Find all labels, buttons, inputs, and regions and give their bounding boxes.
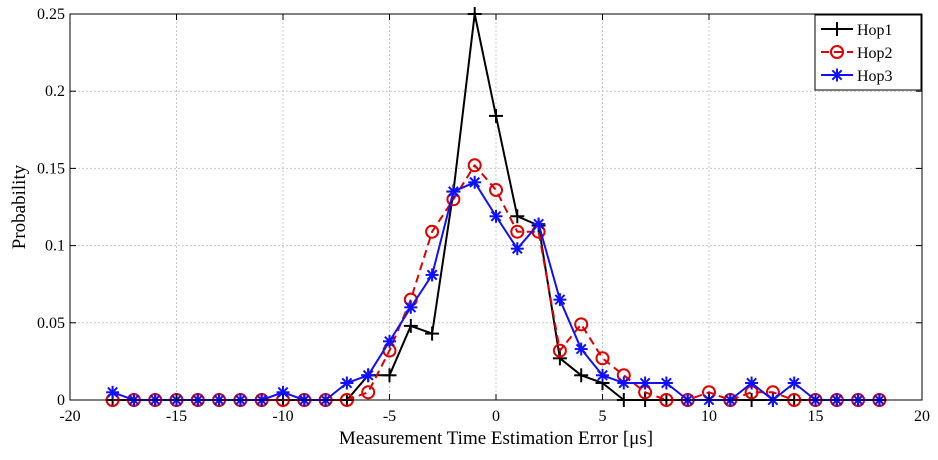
y-tick-label: 0.05: [37, 315, 65, 332]
data-point-hop2: [595, 351, 610, 366]
y-tick-label: 0.25: [37, 6, 65, 23]
data-point-hop3: [659, 376, 673, 390]
x-tick-label: -15: [166, 408, 187, 425]
grid: [70, 14, 922, 400]
x-tick-label: 15: [808, 408, 824, 425]
legend-label-hop3: Hop3: [857, 68, 893, 85]
data-point-hop3: [106, 385, 120, 399]
data-point-hop2: [467, 158, 482, 173]
axes: -20 -15 -10 -5 0 5 10 15 20 0 0.05 0.1 0.15 0.2 0.25: [37, 6, 930, 425]
data-point-hop3: [446, 185, 460, 199]
x-tick-label: 10: [701, 408, 717, 425]
data-point-hop3: [489, 209, 503, 223]
y-tick-label: 0.1: [45, 238, 65, 255]
data-point-hop1: [552, 351, 567, 366]
data-point-hop1: [489, 108, 503, 123]
legend-marker-hop1: [830, 22, 844, 36]
x-tick-label: -10: [272, 408, 293, 425]
data-point-hop3: [553, 293, 567, 307]
y-axis-title: Probability: [9, 164, 30, 249]
data-point-hop1: [382, 368, 397, 383]
data-point-hop3: [468, 175, 482, 189]
x-tick-label: 5: [599, 408, 607, 425]
legend-label-hop1: Hop1: [857, 22, 893, 39]
data-point-hop2: [510, 224, 525, 239]
data-point-hop3: [404, 300, 418, 314]
data-point-hop1: [510, 209, 525, 224]
x-tick-label: -20: [59, 408, 80, 425]
data-point-hop1: [403, 318, 418, 333]
legend-marker-hop2: [830, 45, 844, 59]
legend-box: [814, 14, 922, 91]
x-axis-title: Measurement Time Estimation Error [μs]: [339, 428, 653, 449]
data-point-hop1: [574, 368, 589, 383]
data-point-hop3: [361, 368, 375, 382]
x-tick-label: -5: [383, 408, 396, 425]
data-point-hop2: [552, 343, 567, 358]
data-point-hop3: [596, 368, 609, 382]
data-point-hop2: [361, 385, 376, 400]
data-point-hop3: [532, 217, 546, 231]
x-tick-label: 0: [492, 408, 500, 425]
data-point-hop3: [617, 376, 631, 390]
data-point-hop1: [425, 326, 440, 341]
y-tick-label: 0.15: [37, 160, 65, 177]
data-point-hop2: [489, 183, 503, 198]
legend-label-hop2: Hop2: [857, 45, 893, 62]
legend: Hop1 Hop2 Hop3: [814, 14, 922, 91]
data-point-hop3: [787, 376, 801, 390]
legend-marker-hop3: [830, 68, 844, 82]
data-point-hop3: [638, 376, 652, 390]
data-point-hop3: [574, 342, 588, 356]
data-point-hop3: [745, 376, 759, 390]
x-tick-label: 20: [914, 408, 930, 425]
data-point-hop3: [425, 268, 439, 282]
data-point-hop3: [510, 242, 524, 256]
data-point-hop2: [574, 317, 589, 332]
data-point-hop3: [340, 376, 354, 390]
y-tick-label: 0: [57, 392, 65, 409]
data-point-hop2: [425, 224, 440, 239]
y-tick-label: 0.2: [45, 83, 65, 100]
data-point-hop3: [383, 334, 396, 348]
